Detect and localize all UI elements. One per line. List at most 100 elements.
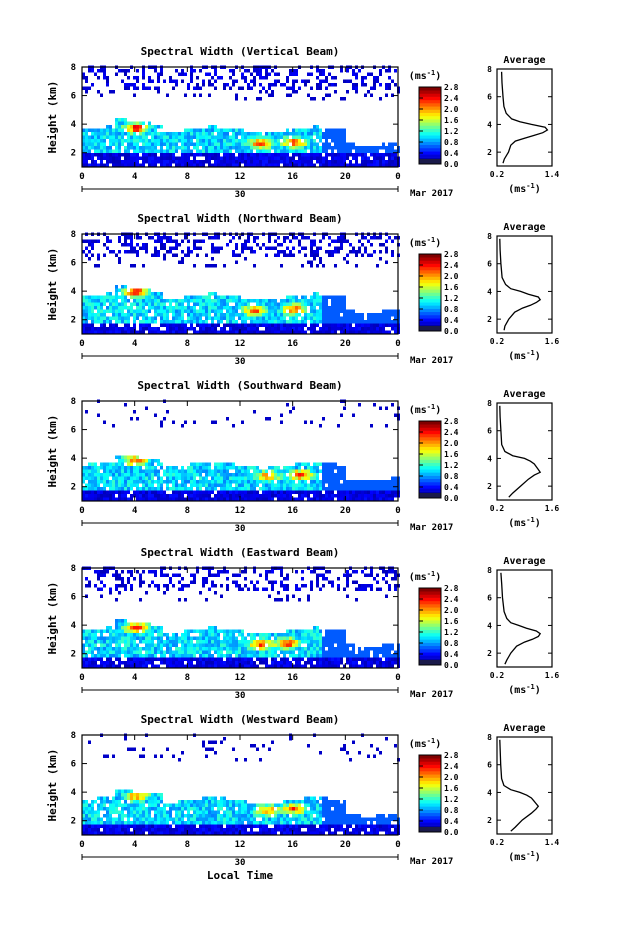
heatmap-cell — [265, 163, 268, 167]
heatmap-cell — [271, 650, 274, 654]
heatmap-cell — [148, 149, 151, 153]
heatmap-cell — [163, 640, 166, 644]
heatmap-cell — [277, 490, 280, 494]
colorbar-swatch — [419, 485, 441, 489]
heatmap-cell — [202, 163, 205, 167]
heatmap-cell — [226, 643, 229, 647]
heatmap-cell — [244, 640, 247, 644]
heatmap-cell — [148, 316, 151, 320]
colorbar-swatch — [419, 96, 441, 101]
heatmap-cell — [82, 160, 85, 164]
heatmap-cell — [118, 643, 121, 647]
heatmap-cell — [154, 250, 157, 254]
heatmap-cell — [268, 156, 271, 160]
heatmap-cell — [100, 323, 103, 327]
heatmap-cell — [187, 128, 190, 132]
heatmap-cell — [250, 664, 253, 668]
heatmap-cell — [136, 125, 139, 129]
heatmap-cell — [148, 654, 151, 658]
heatmap-cell — [304, 420, 307, 424]
heatmap-cell — [193, 306, 196, 310]
heatmap-cell — [319, 327, 322, 331]
heatmap-cell — [163, 473, 166, 477]
heatmap-cell — [97, 466, 100, 470]
heatmap-cell — [94, 661, 97, 665]
heatmap-cell — [346, 490, 349, 494]
heatmap-cell — [154, 497, 157, 501]
heatmap-cell — [160, 626, 163, 630]
heatmap-cell — [82, 327, 85, 331]
heatmap-cell — [88, 494, 91, 498]
heatmap-cell — [91, 163, 94, 167]
heatmap-cell — [130, 633, 133, 637]
heatmap-cell — [112, 629, 115, 633]
heatmap-cell — [178, 313, 181, 317]
heatmap-cell — [268, 636, 271, 640]
heatmap-cell — [193, 573, 196, 577]
heatmap-cell — [274, 650, 277, 654]
heatmap-cell — [337, 323, 340, 327]
heatmap-cell — [337, 316, 340, 320]
heatmap-cell — [139, 320, 142, 324]
heatmap-cell — [121, 584, 124, 588]
heatmap-cell — [310, 163, 313, 167]
heatmap-cell — [283, 466, 286, 470]
heatmap-cell — [271, 497, 274, 501]
heatmap-cell — [127, 580, 130, 584]
heatmap-cell — [139, 288, 142, 292]
heatmap-cell — [295, 163, 298, 167]
heatmap-cell — [337, 149, 340, 153]
heatmap-cell — [283, 473, 286, 477]
heatmap-cell — [166, 135, 169, 139]
heatmap-cell — [100, 473, 103, 477]
heatmap-cell — [271, 661, 274, 665]
heatmap-cell — [331, 320, 334, 324]
heatmap-cell — [328, 93, 331, 97]
heatmap-cell — [100, 69, 103, 73]
heatmap-cell — [235, 135, 238, 139]
heatmap-cell — [307, 483, 310, 487]
heatmap-cell — [277, 636, 280, 640]
heatmap-cell — [253, 323, 256, 327]
heatmap-cell — [247, 643, 250, 647]
heatmap-cell — [364, 76, 367, 80]
heatmap-cell — [229, 664, 232, 668]
heatmap-cell — [289, 410, 292, 414]
heatmap-cell — [388, 236, 391, 240]
heatmap-cell — [247, 480, 250, 484]
heatmap-cell — [283, 236, 286, 240]
heatmap-cell — [217, 149, 220, 153]
heatmap-cell — [145, 313, 148, 317]
heatmap-cell — [334, 309, 337, 313]
heatmap-cell — [85, 295, 88, 299]
heatmap-cell — [379, 250, 382, 254]
heatmap-cell — [172, 643, 175, 647]
heatmap-cell — [127, 250, 130, 254]
heatmap-cell — [331, 306, 334, 310]
heatmap-cell — [256, 323, 259, 327]
heatmap-cell — [280, 643, 283, 647]
heatmap-cell — [265, 142, 268, 146]
heatmap-cell — [259, 69, 262, 73]
heatmap-cell — [85, 664, 88, 668]
heatmap-cell — [247, 494, 250, 498]
heatmap-cell — [217, 654, 220, 658]
heatmap-cell — [196, 320, 199, 324]
heatmap-cell — [271, 302, 274, 306]
heatmap-cell — [199, 149, 202, 153]
heatmap-cell — [331, 250, 334, 254]
heatmap-cell — [97, 330, 100, 334]
heatmap-cell — [97, 490, 100, 494]
heatmap-cell — [283, 587, 286, 591]
heatmap-cell — [358, 153, 361, 157]
heatmap-cell — [253, 79, 256, 83]
heatmap-cell — [169, 309, 172, 313]
heatmap-cell — [328, 243, 331, 247]
heatmap-cell — [259, 156, 262, 160]
heatmap-cell — [373, 323, 376, 327]
heatmap-cell — [154, 246, 157, 250]
heatmap-cell — [301, 149, 304, 153]
heatmap-cell — [388, 330, 391, 334]
heatmap-cell — [235, 497, 238, 501]
heatmap-cell — [337, 313, 340, 317]
